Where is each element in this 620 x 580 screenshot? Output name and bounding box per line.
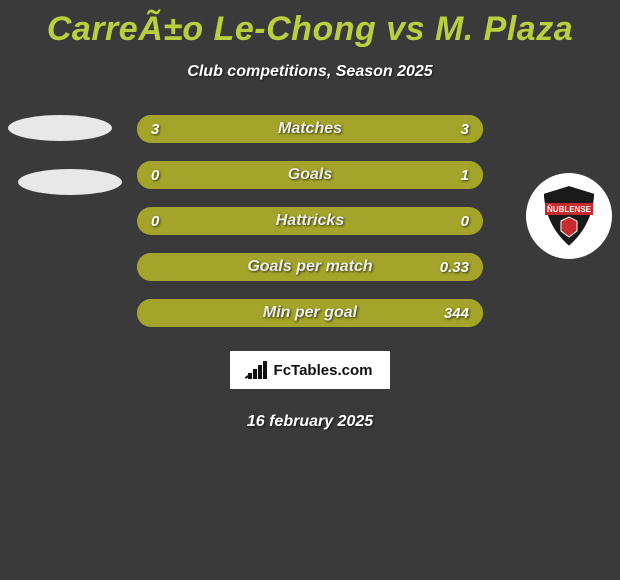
stats-area: 3Matches30Goals10Hattricks0Goals per mat… <box>0 115 620 327</box>
stat-bar: Goals per match0.33 <box>137 253 483 281</box>
team-badge-placeholder <box>18 169 122 195</box>
page-title: CarreÃ±o Le-Chong vs M. Plaza <box>0 0 620 49</box>
subtitle: Club competitions, Season 2025 <box>0 63 620 81</box>
stat-value-left: 3 <box>137 121 201 138</box>
stat-value-right: 344 <box>419 305 483 322</box>
stat-value-left: 0 <box>137 213 201 230</box>
stat-value-left: 0 <box>137 167 201 184</box>
stat-value-right: 3 <box>419 121 483 138</box>
bar-chart-icon <box>248 361 270 379</box>
stat-label: Goals per match <box>201 258 419 276</box>
stat-bar: 0Goals1 <box>137 161 483 189</box>
footer-date: 16 february 2025 <box>0 413 620 431</box>
shield-icon: ÑUBLENSE <box>539 183 599 249</box>
stat-bar: Min per goal344 <box>137 299 483 327</box>
footer-logo: FcTables.com <box>230 351 390 389</box>
stat-value-right: 0 <box>419 213 483 230</box>
stat-label: Hattricks <box>201 212 419 230</box>
stat-value-right: 1 <box>419 167 483 184</box>
team-shield: ÑUBLENSE <box>526 173 612 259</box>
svg-text:ÑUBLENSE: ÑUBLENSE <box>547 205 592 214</box>
stat-bar: 3Matches3 <box>137 115 483 143</box>
footer-logo-text: FcTables.com <box>274 362 373 379</box>
team-badge-placeholder <box>8 115 112 141</box>
stat-bar: 0Hattricks0 <box>137 207 483 235</box>
stat-value-right: 0.33 <box>419 259 483 276</box>
stat-label: Min per goal <box>201 304 419 322</box>
stat-label: Goals <box>201 166 419 184</box>
stat-label: Matches <box>201 120 419 138</box>
